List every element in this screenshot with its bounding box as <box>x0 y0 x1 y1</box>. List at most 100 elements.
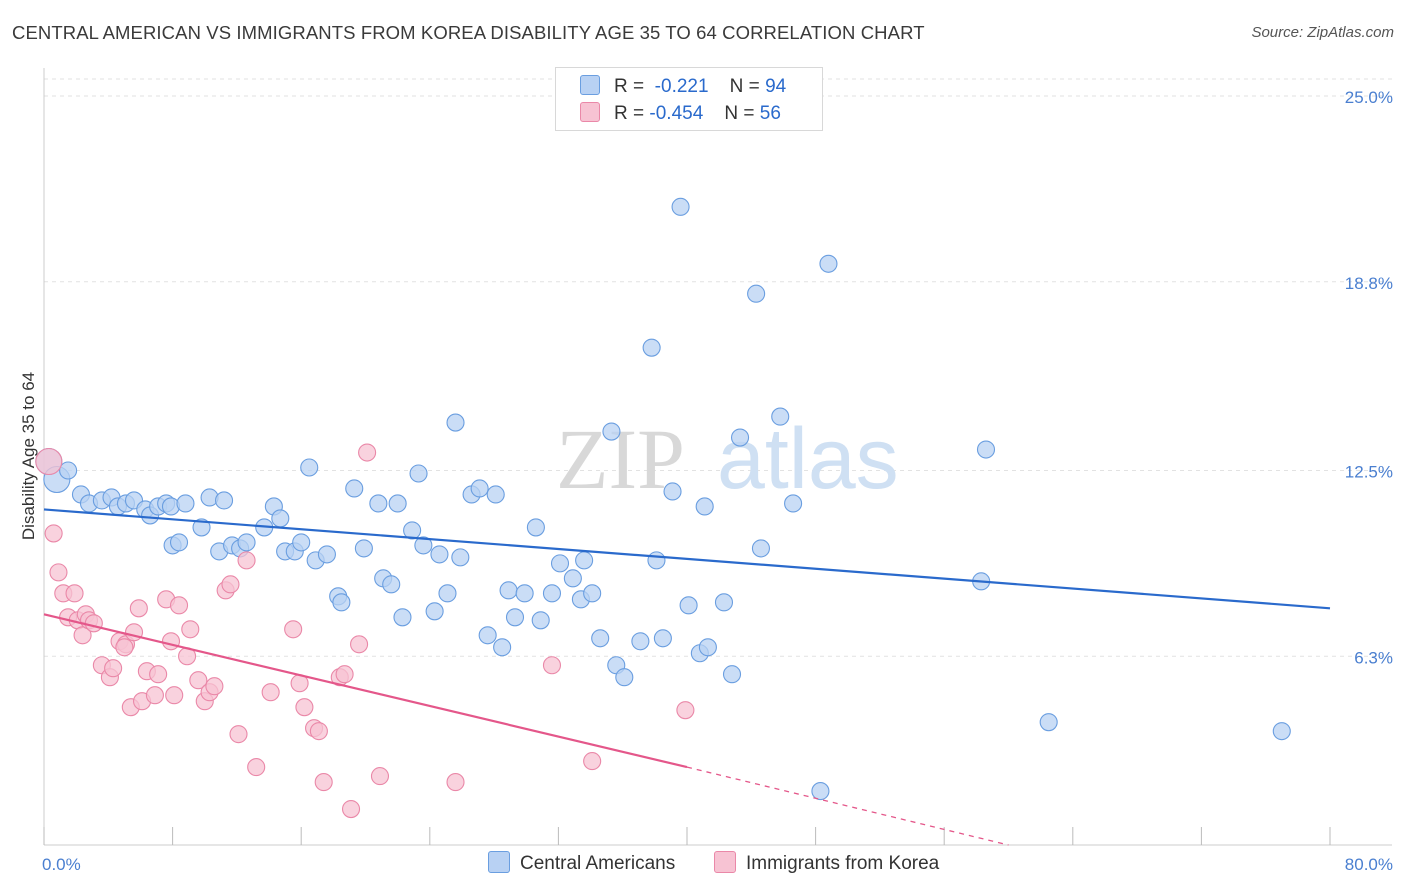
point-central-americans <box>354 539 373 558</box>
point-korea <box>358 443 377 462</box>
bottom-legend-label: Immigrants from Korea <box>746 853 940 874</box>
point-central-americans <box>292 533 311 552</box>
point-korea <box>115 638 134 657</box>
point-korea <box>149 665 168 684</box>
point-central-americans <box>631 632 650 651</box>
watermark-atlas: atlas <box>717 411 899 507</box>
gridlines <box>44 78 1392 657</box>
point-central-americans <box>345 479 364 498</box>
point-central-americans <box>493 638 512 657</box>
point-central-americans <box>722 665 742 684</box>
point-central-americans <box>647 551 666 570</box>
point-central-americans <box>317 545 336 564</box>
point-central-americans <box>976 440 996 459</box>
point-central-americans <box>393 608 412 627</box>
legend-swatch-blue <box>580 75 600 95</box>
y-tick-label: 18.8% <box>1345 274 1393 293</box>
point-central-americans <box>59 461 78 480</box>
point-central-americans <box>591 629 610 648</box>
point-korea <box>676 701 695 720</box>
legend-r-value: -0.454 <box>649 103 704 124</box>
point-central-americans <box>169 533 189 552</box>
x-tick-label: 0.0% <box>42 855 81 874</box>
trend-line-korea <box>43 613 688 769</box>
point-central-americans <box>531 611 550 630</box>
point-korea <box>165 686 184 705</box>
point-central-americans <box>414 536 433 555</box>
point-korea <box>261 683 280 702</box>
legend-n-label: N = <box>729 76 760 97</box>
point-central-americans <box>663 482 682 501</box>
point-korea <box>169 596 189 615</box>
point-korea <box>84 614 103 633</box>
point-central-americans <box>438 584 457 603</box>
point-central-americans <box>1039 713 1058 732</box>
point-korea <box>309 722 328 741</box>
point-central-americans <box>332 593 351 612</box>
series-central-americans <box>35 197 1291 801</box>
point-central-americans <box>747 284 766 303</box>
point-central-americans <box>550 554 570 573</box>
point-central-americans <box>470 479 489 498</box>
point-central-americans <box>575 551 594 570</box>
legend-row-central-americans: R = -0.221 N = 94 <box>580 75 786 101</box>
legend: R = -0.221 N = 94 R = -0.454 N = 56 <box>555 67 823 131</box>
point-central-americans <box>679 596 698 615</box>
point-korea <box>49 563 68 582</box>
point-central-americans <box>819 254 838 273</box>
point-central-americans <box>563 569 582 588</box>
bottom-legend-label: Central Americans <box>520 853 676 874</box>
bottom-legend-swatch-blue <box>488 851 510 873</box>
point-korea <box>284 620 303 639</box>
point-korea <box>542 656 562 675</box>
point-korea <box>237 551 256 570</box>
point-central-americans <box>542 584 562 603</box>
point-central-americans <box>583 584 602 603</box>
point-central-americans <box>382 575 401 594</box>
point-central-americans <box>526 518 545 537</box>
point-central-americans <box>751 539 770 558</box>
point-central-americans <box>811 782 830 801</box>
point-korea <box>229 725 248 744</box>
y-tick-label: 25.0% <box>1345 88 1393 107</box>
legend-swatch-pink <box>580 102 600 122</box>
point-korea <box>314 773 333 792</box>
point-central-americans <box>214 491 234 510</box>
point-central-americans <box>388 494 407 513</box>
point-central-americans <box>784 494 803 513</box>
point-korea <box>44 524 63 543</box>
point-central-americans <box>698 638 717 657</box>
point-central-americans <box>602 422 621 441</box>
point-korea <box>221 575 240 594</box>
point-korea <box>161 632 181 651</box>
legend-row-korea: R = -0.454 N = 56 <box>580 102 781 128</box>
bottom-legend-swatch-pink <box>714 851 736 873</box>
legend-n-value: 94 <box>765 76 787 97</box>
point-central-americans <box>446 413 465 432</box>
point-central-americans <box>671 197 690 216</box>
point-korea <box>583 752 602 771</box>
y-axis-label: Disability Age 35 to 64 <box>19 372 38 540</box>
x-tick-label: 80.0% <box>1345 855 1393 874</box>
point-central-americans <box>409 464 428 483</box>
point-korea <box>35 447 63 476</box>
point-central-americans <box>176 494 195 513</box>
point-central-americans <box>505 608 525 627</box>
point-korea <box>341 799 361 819</box>
point-korea <box>247 758 266 777</box>
legend-r-label: R = <box>614 103 645 124</box>
point-central-americans <box>478 626 497 645</box>
point-central-americans <box>730 428 750 447</box>
point-korea <box>205 677 224 696</box>
point-korea <box>370 767 390 786</box>
point-central-americans <box>403 521 422 540</box>
point-central-americans <box>515 584 534 603</box>
bottom-legend-korea: Immigrants from Korea <box>714 851 939 875</box>
trend-line-korea-extrapolated <box>686 766 1009 846</box>
point-central-americans <box>271 509 290 528</box>
point-central-americans <box>451 548 470 567</box>
point-central-americans <box>1272 722 1291 741</box>
trend-line-central-americans <box>43 508 1331 610</box>
point-korea <box>65 584 84 603</box>
